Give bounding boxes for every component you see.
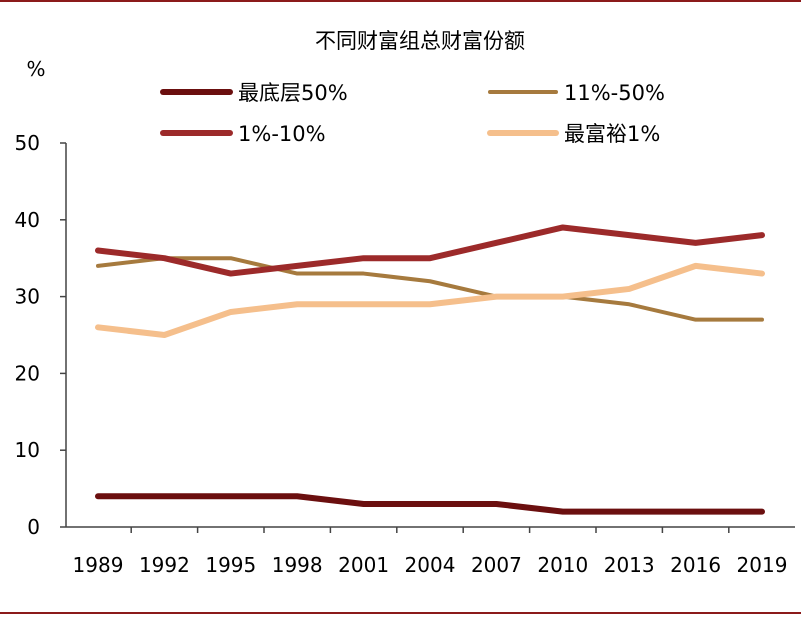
series-line <box>95 262 765 338</box>
x-tick-label: 2013 <box>604 553 655 577</box>
legend-label: 最富裕1% <box>564 122 660 146</box>
y-tick-label: 20 <box>15 361 40 385</box>
legend-label: 最底层50% <box>238 81 348 105</box>
y-axis-unit: % <box>26 57 45 81</box>
chart-title: 不同财富组总财富份额 <box>315 29 525 53</box>
x-tick-label: 2019 <box>737 553 788 577</box>
x-tick-label: 1992 <box>139 553 190 577</box>
y-tick-label: 0 <box>27 515 40 539</box>
series-line <box>95 493 765 515</box>
series-line <box>95 224 765 277</box>
x-tick-label: 2007 <box>471 553 522 577</box>
x-tick-label: 2004 <box>405 553 456 577</box>
x-tick-label: 2001 <box>338 553 389 577</box>
y-tick-label: 50 <box>15 131 40 155</box>
axes: 0 10 20 30 40 50 1989 1992 1995 1998 2001 2004 2007 2… <box>15 131 795 577</box>
legend-label: 11%-50% <box>564 81 665 105</box>
legend: 最底层50% 11%-50% 1%-10% 最富裕1% <box>160 81 665 146</box>
y-tick-label: 30 <box>15 285 40 309</box>
top-rule <box>0 0 801 2</box>
y-tick-label: 40 <box>15 208 40 232</box>
bottom-rule <box>0 612 801 614</box>
x-tick-label: 1995 <box>205 553 256 577</box>
legend-label: 1%-10% <box>238 122 326 146</box>
x-tick-label: 2010 <box>537 553 588 577</box>
series-line <box>96 256 764 322</box>
x-tick-label: 1998 <box>272 553 323 577</box>
x-tick-label: 1989 <box>73 553 124 577</box>
x-tick-label: 2016 <box>670 553 721 577</box>
y-tick-label: 10 <box>15 438 40 462</box>
series-lines <box>95 224 765 515</box>
